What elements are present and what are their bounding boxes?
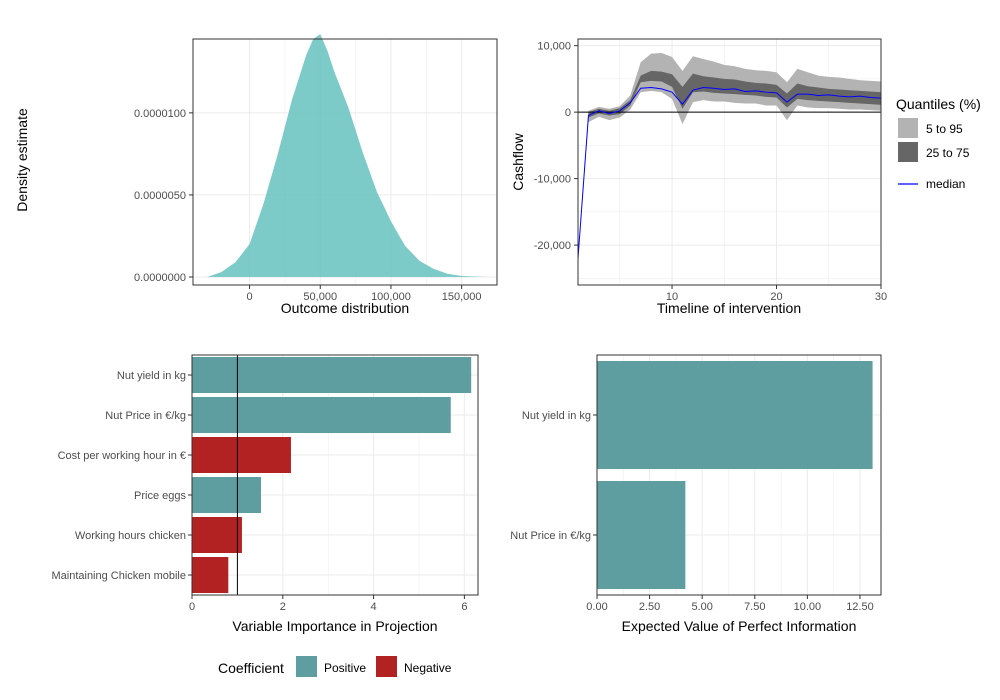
vip-y-ticks: Nut yield in kg Nut Price in €/kg Cost per…: [51, 370, 192, 582]
cashflow-x-tick-label: 30: [875, 291, 887, 303]
vip-bar: [192, 397, 451, 433]
vip-x-tick-label: 2: [280, 601, 286, 613]
cashflow-y-tick-label: -20,000: [534, 240, 571, 252]
cashflow-x-axis-label: Timeline of intervention: [657, 300, 801, 316]
evpi-x-tick-label: 2.50: [639, 601, 660, 613]
vip-bar: [192, 477, 262, 513]
density-y-ticks: 0.0000000 0.0000050 0.0000100: [134, 108, 193, 284]
vip-x-tick-label: 4: [371, 601, 377, 613]
cashflow-panel-border: [577, 38, 882, 286]
density-y-tick-label: 0.0000050: [134, 190, 186, 202]
vip-x-axis-label: Variable Importance in Projection: [232, 618, 437, 634]
legend-label-median: median: [926, 177, 965, 191]
vip-category-label: Cost per working hour in €: [58, 450, 186, 462]
evpi-x-tick-label: 12.50: [846, 601, 874, 613]
vip-category-label: Working hours chicken: [75, 530, 186, 542]
evpi-x-tick-label: 0.00: [586, 601, 607, 613]
evpi-x-tick-label: 7.50: [744, 601, 765, 613]
density-x-tick-label: 100,000: [371, 291, 411, 303]
legend-key-negative: [376, 656, 397, 677]
evpi-x-tick-label: 10.00: [794, 601, 822, 613]
vip-bar: [192, 557, 229, 593]
cashflow-legend-title: Quantiles (%): [896, 96, 981, 112]
density-y-tick-label: 0.0000000: [134, 272, 186, 284]
legend-label-positive: Positive: [324, 661, 366, 675]
legend-key-5-to-95: [898, 118, 918, 138]
cashflow-band-5-to-95: [578, 52, 881, 259]
evpi-panel: 0.00 2.50 5.00 7.50 10.00 12.50 Nut yield in …: [510, 354, 882, 634]
density-area: [207, 34, 488, 277]
density-x-axis-label: Outcome distribution: [281, 300, 409, 316]
density-y-tick-label: 0.0000100: [134, 108, 186, 120]
vip-bars: [192, 357, 472, 593]
legend-label-negative: Negative: [404, 661, 452, 675]
density-x-tick-label: 150,000: [442, 291, 482, 303]
density-panel-border: [192, 38, 498, 286]
vip-category-label: Price eggs: [134, 490, 186, 502]
legend-key-25-to-75: [898, 142, 918, 162]
cashflow-y-tick-label: 10,000: [537, 41, 571, 53]
cashflow-y-ticks: -20,000 -10,000 0 10,000: [534, 41, 578, 252]
vip-bar: [192, 517, 242, 553]
vip-bar: [192, 437, 291, 473]
cashflow-y-tick-label: -10,000: [534, 174, 571, 186]
evpi-category-label: Nut yield in kg: [522, 410, 591, 422]
vip-panel: 0 2 4 6 Nut yield in kg Nut Price in €/kg Cos…: [51, 354, 479, 677]
legend-label-5-to-95: 5 to 95: [926, 122, 963, 136]
evpi-x-axis-label: Expected Value of Perfect Information: [622, 618, 857, 634]
evpi-x-ticks: 0.00 2.50 5.00 7.50 10.00 12.50: [586, 595, 874, 613]
vip-category-label: Maintaining Chicken mobile: [51, 570, 186, 582]
density-x-ticks: 0 50,000 100,000 150,000: [246, 285, 482, 303]
density-y-axis-label: Density estimate: [14, 108, 30, 212]
cashflow-panel: 10 20 30 -20,000 -10,000 0 10,000 Timeline of…: [510, 38, 981, 316]
cashflow-y-tick-label: 0: [565, 107, 571, 119]
coefficient-legend: Coefficient Positive Negative: [218, 656, 452, 677]
evpi-bar: [597, 481, 686, 589]
density-x-tick-label: 0: [246, 291, 252, 303]
vip-bar: [192, 357, 472, 393]
evpi-x-tick-label: 5.00: [691, 601, 712, 613]
evpi-bars: [597, 361, 873, 589]
cashflow-median-line: [577, 87, 882, 259]
cashflow-y-axis-label: Cashflow: [510, 132, 526, 190]
cashflow-x-tick-label: 10: [666, 291, 678, 303]
evpi-bar: [597, 361, 873, 469]
vip-panel-border: [191, 354, 479, 596]
cashflow-x-tick-label: 20: [770, 291, 782, 303]
cashflow-x-ticks: 10 20 30: [666, 285, 887, 303]
density-x-tick-label: 50,000: [303, 291, 337, 303]
legend-label-25-to-75: 25 to 75: [926, 146, 970, 160]
evpi-y-ticks: Nut yield in kg Nut Price in €/kg: [510, 410, 597, 542]
vip-x-tick-label: 0: [189, 601, 195, 613]
evpi-panel-border: [596, 354, 882, 596]
density-panel: 0 50,000 100,000 150,000 0.0000000 0.0000050…: [14, 34, 498, 316]
coefficient-legend-title: Coefficient: [218, 660, 284, 676]
vip-category-label: Nut yield in kg: [117, 370, 186, 382]
vip-category-label: Nut Price in €/kg: [105, 410, 186, 422]
vip-x-ticks: 0 2 4 6: [189, 595, 467, 613]
evpi-category-label: Nut Price in €/kg: [510, 530, 591, 542]
legend-key-positive: [296, 656, 317, 677]
vip-x-tick-label: 6: [461, 601, 467, 613]
cashflow-legend: Quantiles (%) 5 to 95 25 to 75 median: [896, 96, 981, 191]
